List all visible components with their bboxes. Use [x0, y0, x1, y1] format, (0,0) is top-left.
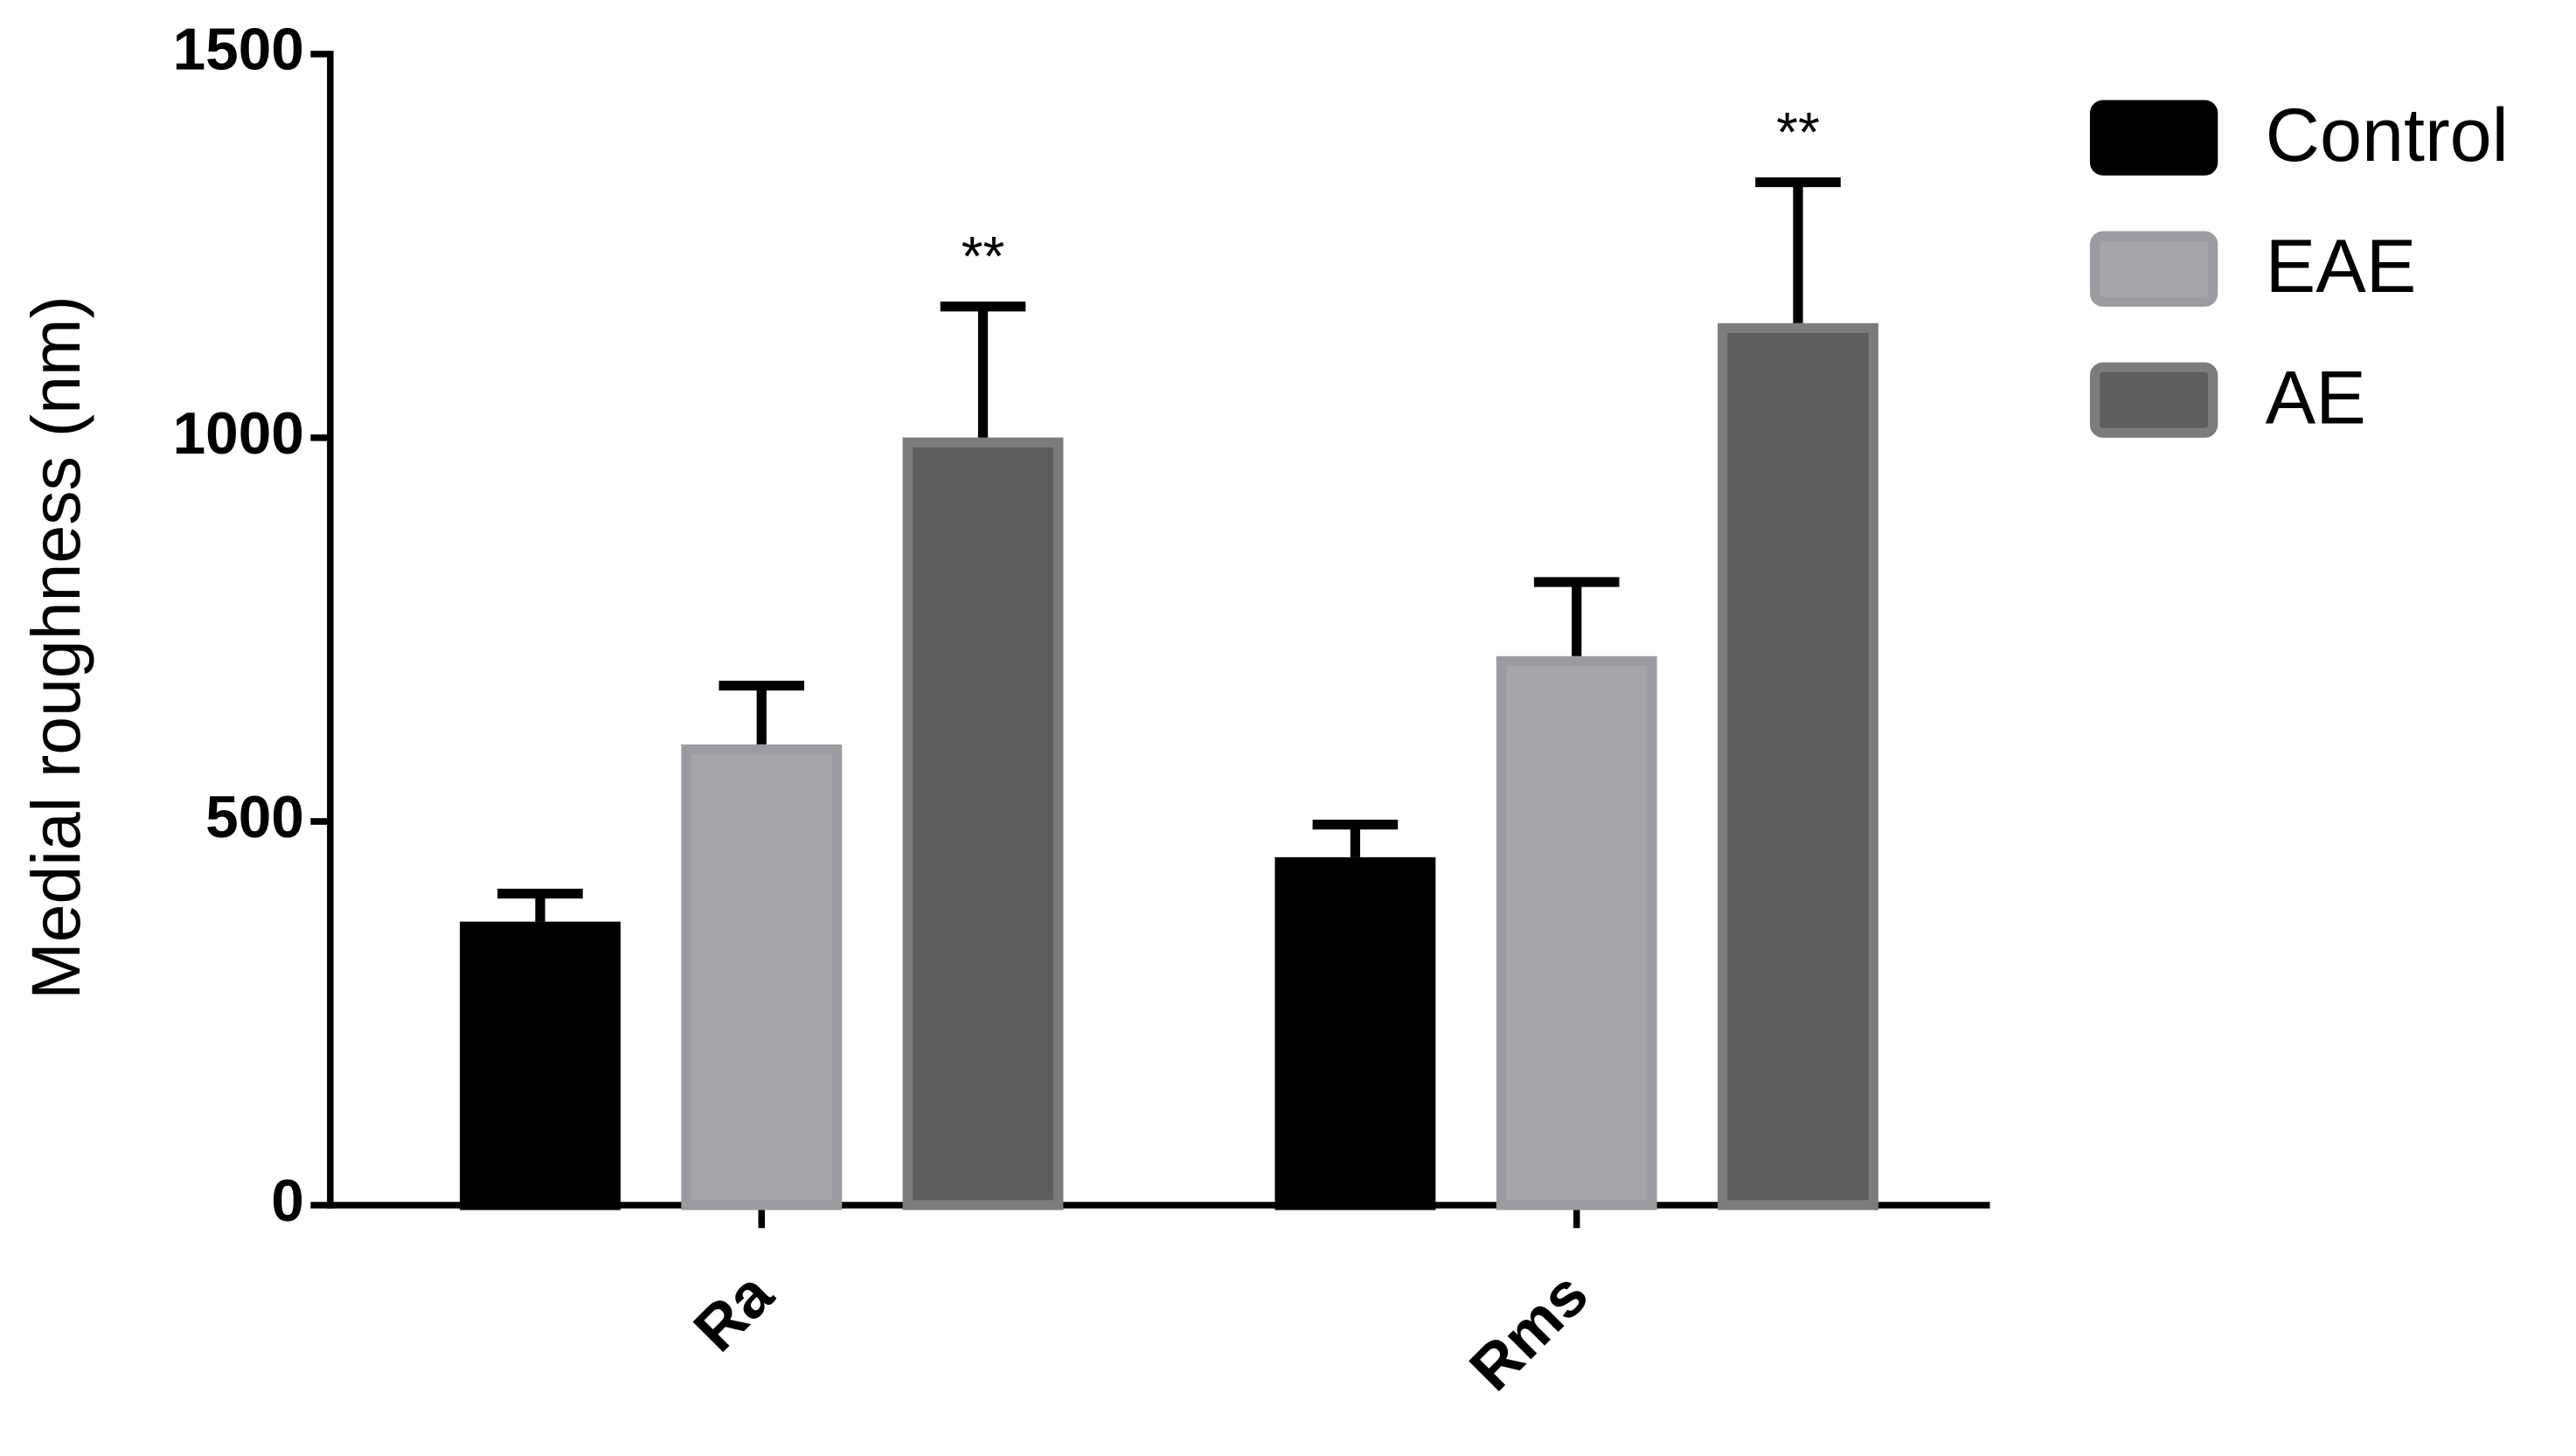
bar — [902, 437, 1064, 1210]
error-bar — [1312, 819, 1399, 857]
significance-label: ** — [962, 225, 1005, 288]
legend-label: Control — [2266, 94, 2509, 177]
bar — [1496, 655, 1657, 1210]
y-tick-label: 0 — [271, 1168, 304, 1234]
y-tick-label: 1500 — [173, 17, 304, 83]
bar — [681, 744, 843, 1210]
bar — [1718, 322, 1878, 1210]
error-bar — [940, 302, 1026, 438]
error-bar — [497, 888, 583, 922]
legend-swatch — [2089, 231, 2218, 307]
x-tick-label: Rms — [1456, 1259, 1601, 1404]
error-bar — [719, 680, 805, 745]
bar — [460, 921, 621, 1210]
y-tick-label: 1000 — [173, 401, 304, 467]
legend-label: EAE — [2266, 225, 2417, 309]
y-tick-label: 500 — [205, 785, 304, 850]
legend-label: AE — [2266, 356, 2366, 440]
legend-swatch — [2089, 100, 2218, 176]
significance-label: ** — [1776, 101, 1820, 163]
y-axis-title: Medial roughness (nm) — [17, 295, 94, 1000]
error-bar — [1533, 577, 1620, 656]
x-tick-label: Ra — [681, 1258, 788, 1365]
error-bar — [1755, 177, 1841, 323]
legend-swatch — [2089, 362, 2218, 438]
bar — [1274, 856, 1436, 1210]
